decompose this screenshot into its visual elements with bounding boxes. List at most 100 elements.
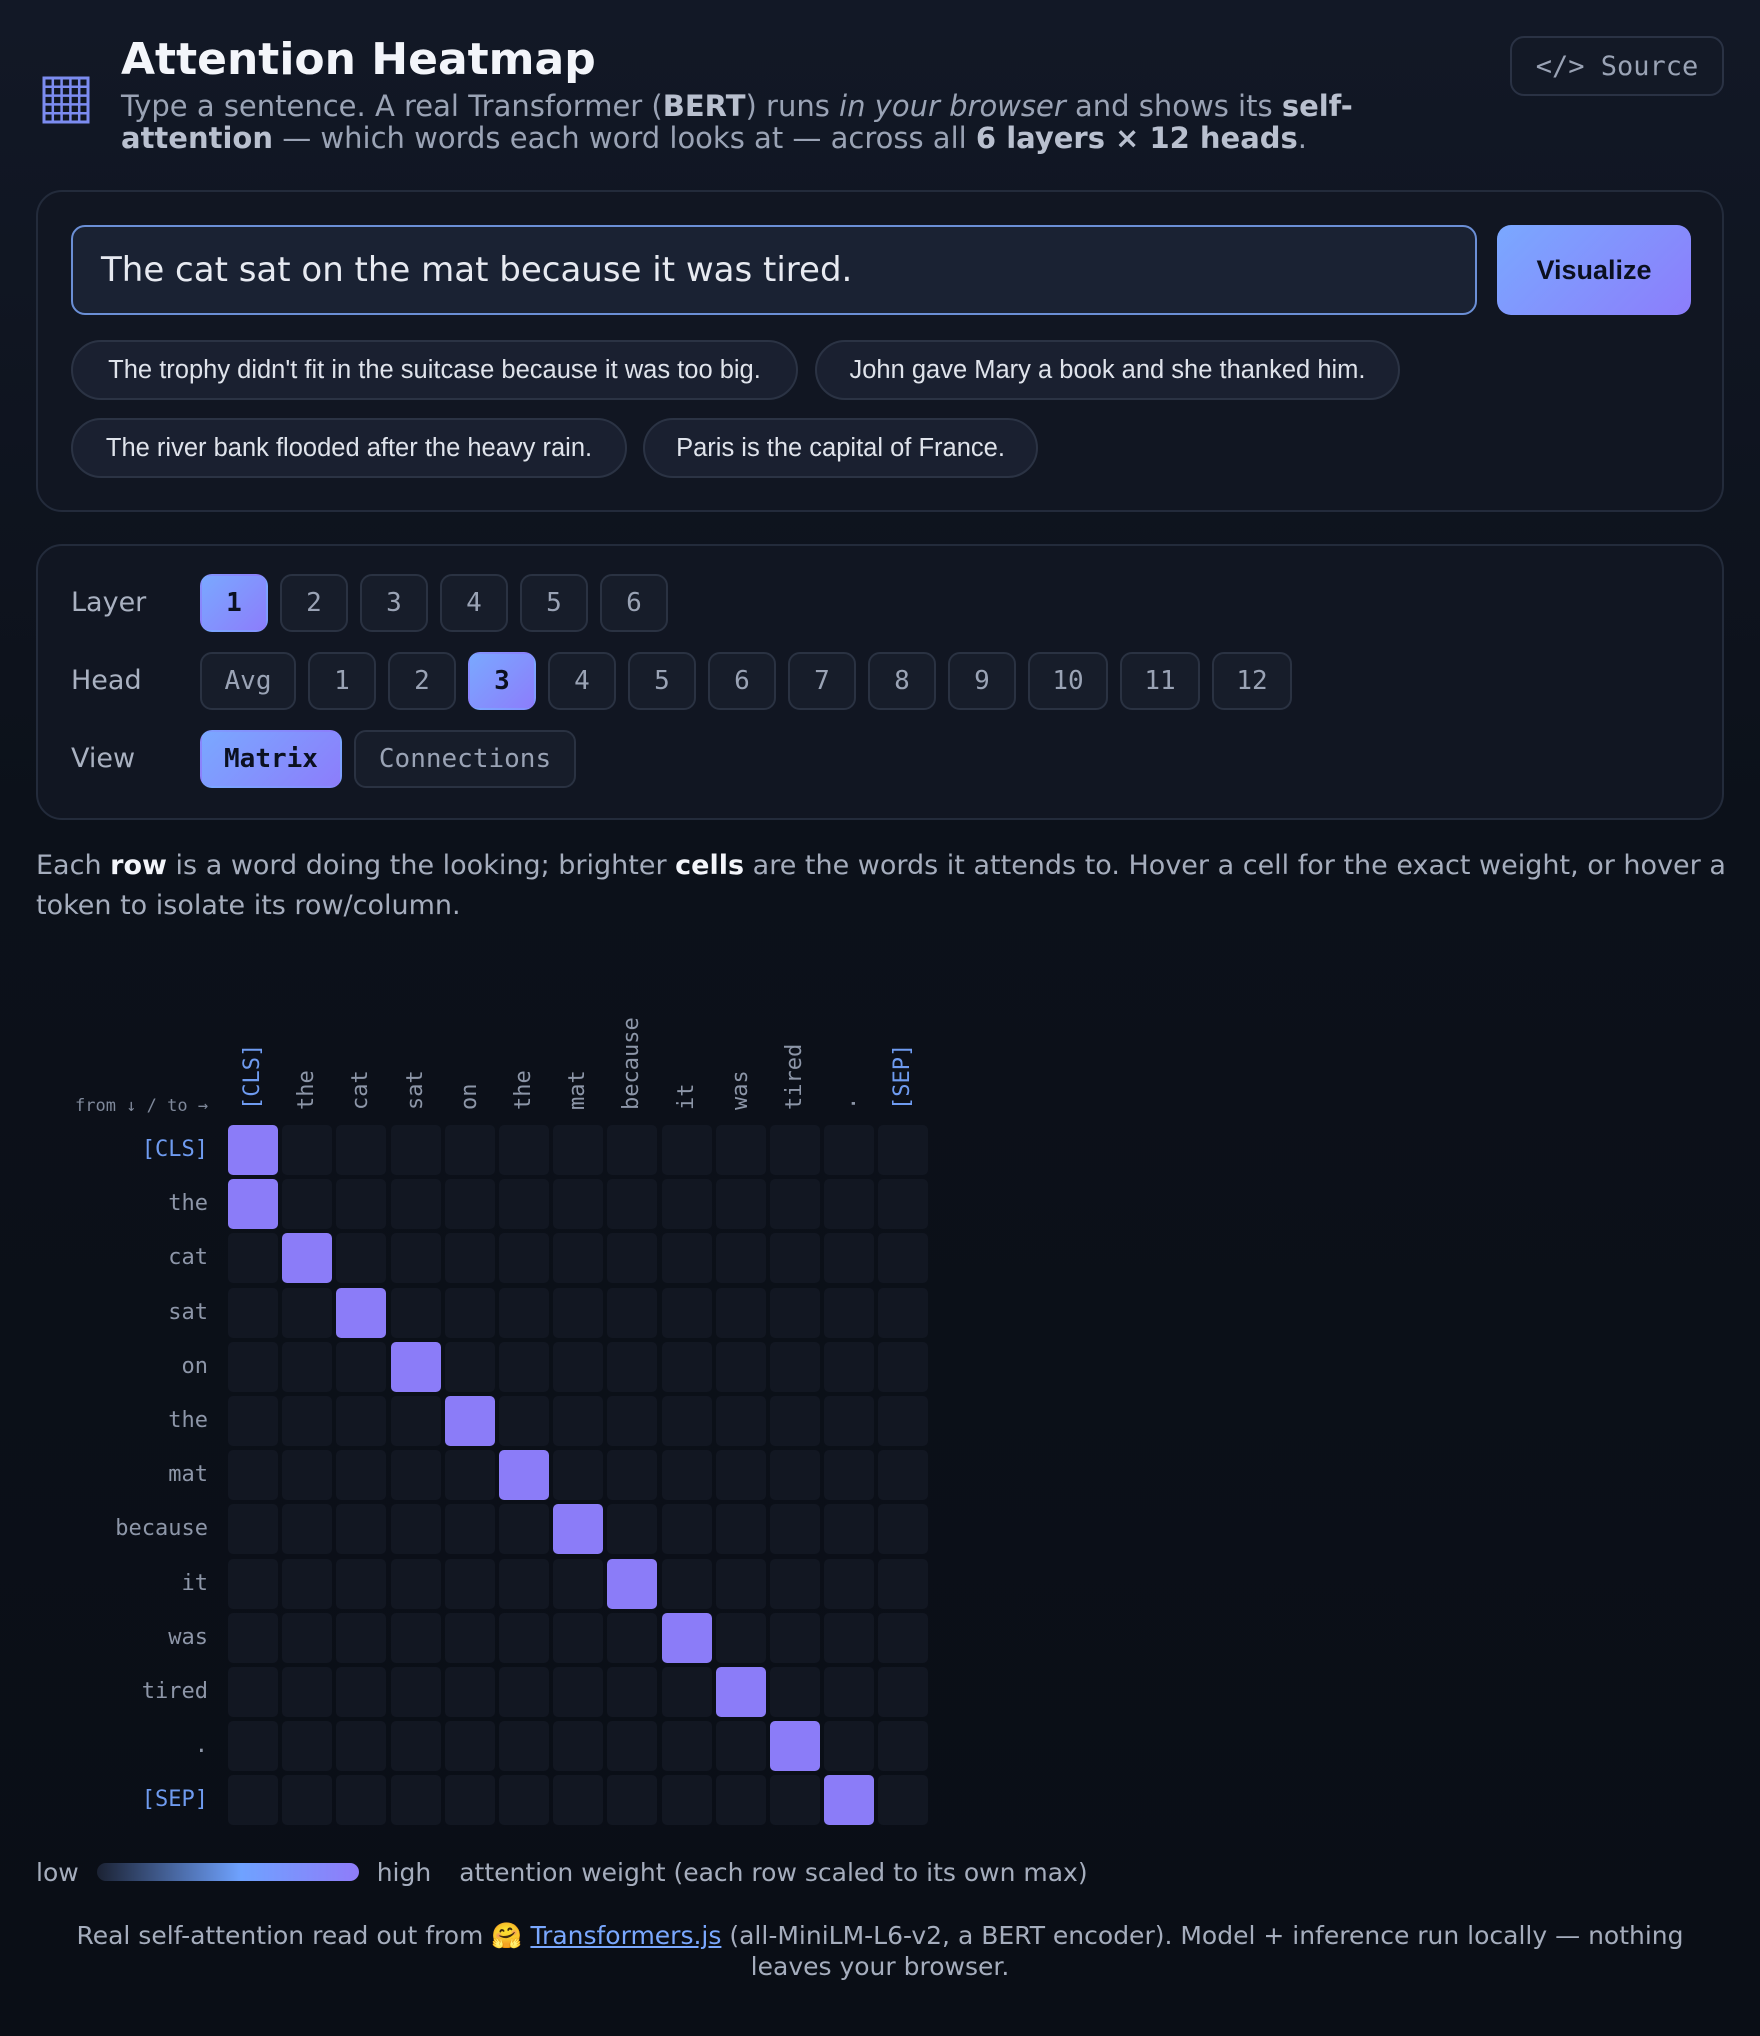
attention-cell[interactable] (444, 1450, 495, 1501)
attention-cell[interactable] (390, 1775, 441, 1826)
layer-button-3[interactable]: 3 (360, 574, 428, 632)
attention-cell[interactable] (770, 1558, 820, 1609)
attention-cell[interactable] (336, 1125, 387, 1175)
view-button-matrix[interactable]: Matrix (200, 730, 342, 788)
head-button-10[interactable]: 10 (1028, 652, 1108, 710)
attention-cell[interactable] (336, 1287, 387, 1338)
attention-cell[interactable] (824, 1558, 875, 1609)
column-token-label[interactable]: the (294, 1070, 320, 1110)
attention-cell[interactable] (336, 1504, 387, 1555)
attention-cell[interactable] (715, 1125, 766, 1175)
attention-cell[interactable] (824, 1287, 875, 1338)
attention-cell[interactable] (228, 1612, 278, 1663)
attention-cell[interactable] (770, 1396, 820, 1446)
sentence-input[interactable]: The cat sat on the mat because it was ti… (71, 225, 1477, 315)
attention-cell[interactable] (390, 1721, 441, 1772)
attention-cell[interactable] (553, 1558, 604, 1609)
attention-cell[interactable] (336, 1341, 387, 1392)
head-button-8[interactable]: 8 (868, 652, 936, 710)
attention-cell[interactable] (824, 1125, 875, 1175)
attention-cell[interactable] (390, 1612, 441, 1663)
example-chip[interactable]: The river bank flooded after the heavy r… (71, 418, 627, 478)
attention-cell[interactable] (878, 1125, 929, 1175)
column-token-label[interactable]: tired (782, 1043, 807, 1110)
attention-cell[interactable] (444, 1396, 495, 1446)
head-button-6[interactable]: 6 (708, 652, 776, 710)
head-button-2[interactable]: 2 (388, 652, 456, 710)
attention-cell[interactable] (336, 1179, 387, 1230)
attention-cell[interactable] (390, 1179, 441, 1230)
attention-cell[interactable] (553, 1612, 604, 1663)
attention-cell[interactable] (770, 1450, 820, 1501)
attention-cell[interactable] (715, 1558, 766, 1609)
head-button-4[interactable]: 4 (548, 652, 616, 710)
attention-cell[interactable] (715, 1396, 766, 1446)
attention-cell[interactable] (336, 1233, 387, 1284)
column-token-label[interactable]: was (727, 1070, 753, 1110)
column-token-label[interactable]: mat (565, 1070, 591, 1110)
attention-cell[interactable] (824, 1179, 875, 1230)
layer-button-4[interactable]: 4 (440, 574, 508, 632)
attention-cell[interactable] (824, 1233, 875, 1284)
column-token-label[interactable]: it (673, 1083, 699, 1111)
attention-cell[interactable] (390, 1396, 441, 1446)
head-button-avg[interactable]: Avg (200, 652, 296, 710)
attention-cell[interactable] (336, 1396, 387, 1446)
attention-cell[interactable] (336, 1775, 387, 1826)
attention-cell[interactable] (607, 1612, 658, 1663)
attention-cell[interactable] (661, 1721, 712, 1772)
attention-cell[interactable] (770, 1125, 820, 1175)
row-token-label[interactable]: it (181, 1570, 209, 1596)
attention-cell[interactable] (824, 1396, 875, 1446)
attention-cell[interactable] (390, 1341, 441, 1392)
attention-cell[interactable] (228, 1125, 278, 1175)
attention-cell[interactable] (444, 1775, 495, 1826)
attention-cell[interactable] (661, 1179, 712, 1230)
attention-cell[interactable] (444, 1125, 495, 1175)
head-button-3[interactable]: 3 (468, 652, 536, 710)
attention-cell[interactable] (228, 1450, 278, 1501)
attention-cell[interactable] (715, 1341, 766, 1392)
attention-cell[interactable] (444, 1667, 495, 1717)
head-button-1[interactable]: 1 (308, 652, 376, 710)
attention-cell[interactable] (824, 1504, 875, 1555)
column-token-label[interactable]: the (511, 1070, 536, 1110)
attention-cell[interactable] (228, 1504, 278, 1555)
attention-cell[interactable] (499, 1721, 549, 1772)
column-token-label[interactable]: sat (402, 1070, 428, 1110)
attention-cell[interactable] (282, 1233, 333, 1284)
attention-cell[interactable] (661, 1396, 712, 1446)
attention-cell[interactable] (336, 1721, 387, 1772)
attention-cell[interactable] (228, 1721, 278, 1772)
row-token-label[interactable]: sat (168, 1299, 208, 1325)
attention-cell[interactable] (499, 1287, 549, 1338)
attention-cell[interactable] (282, 1341, 333, 1392)
attention-cell[interactable] (228, 1287, 278, 1338)
attention-cell[interactable] (715, 1179, 766, 1230)
attention-cell[interactable] (770, 1775, 820, 1826)
attention-cell[interactable] (715, 1612, 766, 1663)
attention-cell[interactable] (444, 1612, 495, 1663)
row-token-label[interactable]: on (181, 1353, 209, 1379)
attention-cell[interactable] (878, 1396, 929, 1446)
transformers-js-link[interactable]: Transformers.js (530, 1921, 722, 1950)
attention-cell[interactable] (390, 1125, 441, 1175)
attention-cell[interactable] (282, 1667, 333, 1717)
row-token-label[interactable]: tired (141, 1679, 208, 1704)
attention-cell[interactable] (444, 1504, 495, 1555)
attention-cell[interactable] (661, 1287, 712, 1338)
head-button-7[interactable]: 7 (788, 652, 856, 710)
attention-cell[interactable] (878, 1667, 929, 1717)
head-button-5[interactable]: 5 (628, 652, 696, 710)
attention-cell[interactable] (553, 1125, 604, 1175)
attention-cell[interactable] (444, 1287, 495, 1338)
attention-cell[interactable] (282, 1775, 333, 1826)
attention-cell[interactable] (553, 1287, 604, 1338)
row-token-label[interactable]: . (194, 1733, 208, 1759)
column-token-label[interactable]: [CLS] (240, 1043, 265, 1110)
attention-cell[interactable] (715, 1504, 766, 1555)
attention-cell[interactable] (444, 1233, 495, 1284)
attention-cell[interactable] (770, 1504, 820, 1555)
head-button-11[interactable]: 11 (1120, 652, 1200, 710)
attention-cell[interactable] (607, 1667, 658, 1717)
